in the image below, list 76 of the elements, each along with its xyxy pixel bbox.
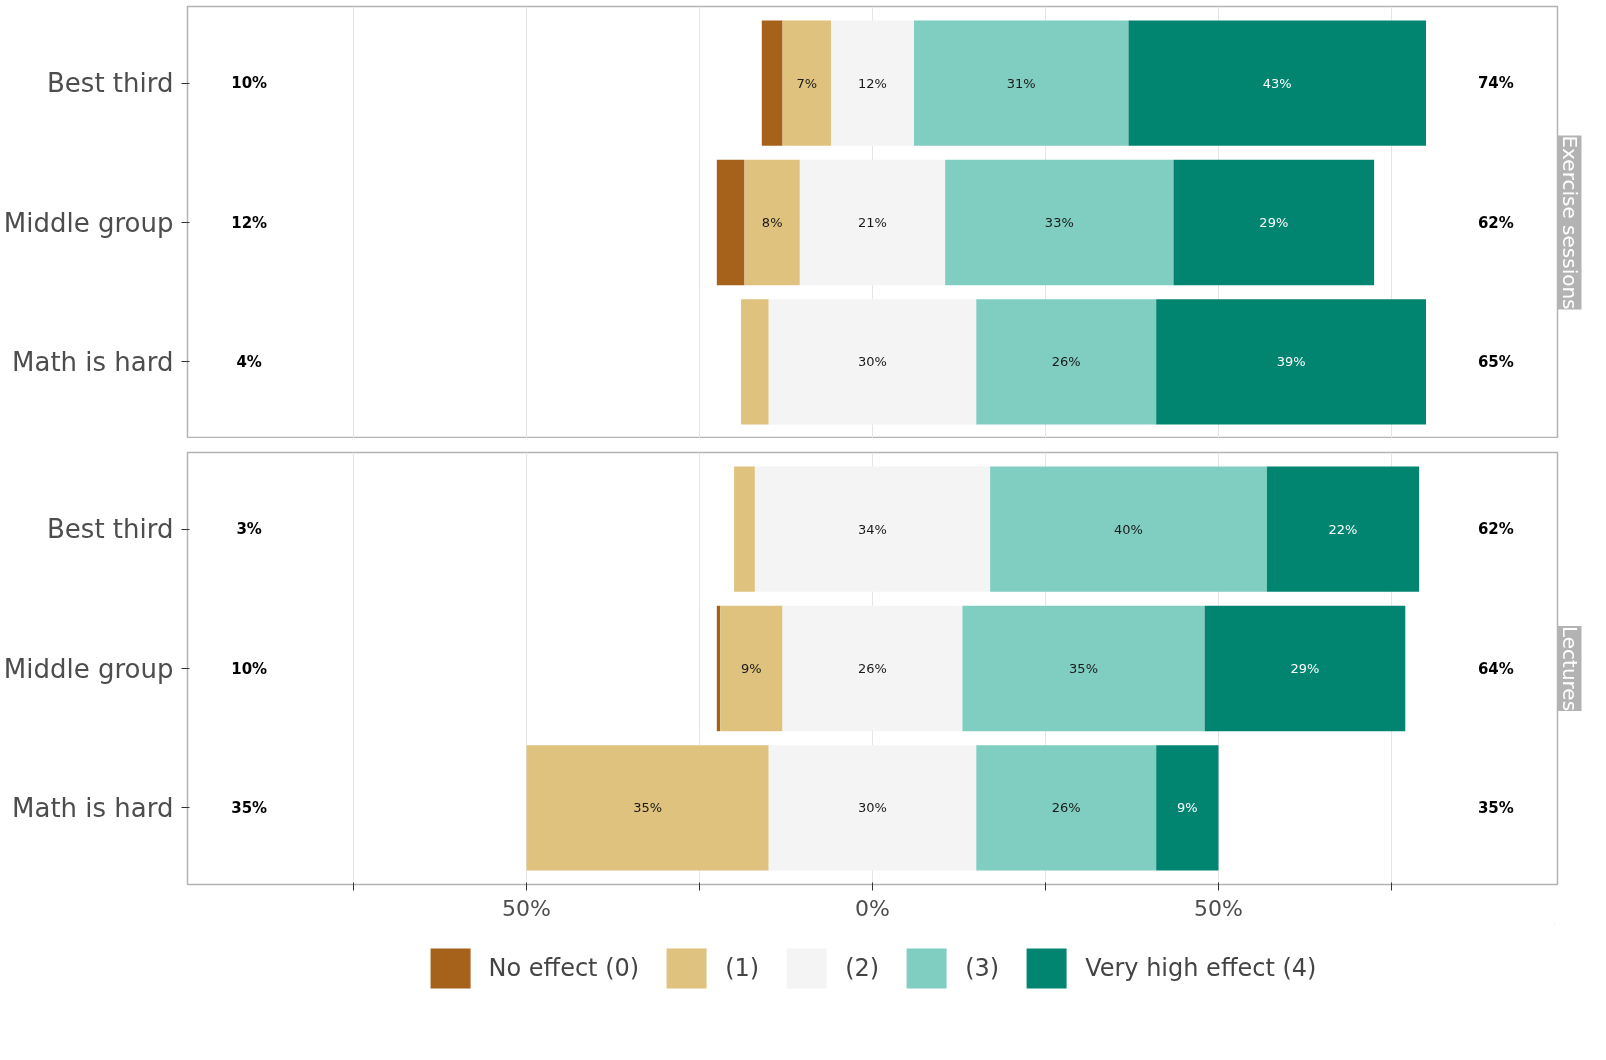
bar bbox=[744, 159, 800, 286]
text: Lectures bbox=[1557, 625, 1582, 712]
annotation: 35% bbox=[231, 798, 268, 817]
data-label: 39% bbox=[1276, 354, 1306, 370]
legend-label: Very high effect (4) bbox=[1085, 954, 1317, 982]
data-label: 34% bbox=[858, 521, 887, 537]
data-label: 29% bbox=[1259, 215, 1289, 230]
data-label: 43% bbox=[1262, 75, 1292, 91]
text: Exercise sessions bbox=[1557, 135, 1582, 310]
bar bbox=[1156, 745, 1219, 871]
bar bbox=[990, 466, 1267, 592]
bar bbox=[799, 159, 946, 286]
bar bbox=[1173, 159, 1375, 286]
annotation: 65% bbox=[1477, 352, 1514, 371]
x-tick-label: 50% bbox=[502, 895, 551, 921]
bar bbox=[1128, 20, 1427, 146]
data-label: 8% bbox=[761, 215, 783, 230]
bar bbox=[976, 299, 1157, 425]
y-tick-label: Middle group bbox=[3, 653, 174, 684]
bar bbox=[1156, 299, 1427, 425]
x-tick-label: 0% bbox=[855, 895, 890, 921]
data-label: 30% bbox=[858, 354, 887, 370]
data-label: 26% bbox=[1051, 800, 1081, 816]
annotation: 74% bbox=[1477, 74, 1514, 93]
legend-label: (2) bbox=[845, 954, 880, 982]
bar bbox=[976, 745, 1157, 871]
data-label: 29% bbox=[1290, 661, 1320, 676]
annotation: 3% bbox=[236, 520, 262, 539]
data-label: 33% bbox=[1044, 215, 1074, 230]
y-tick-label: Middle group bbox=[3, 207, 174, 238]
bar bbox=[734, 466, 755, 592]
y-tick-label: Best third bbox=[47, 514, 174, 545]
annotation: 12% bbox=[231, 213, 268, 232]
bar bbox=[768, 745, 977, 871]
data-label: 7% bbox=[796, 75, 818, 91]
legend-label: (3) bbox=[965, 954, 1000, 982]
annotation: 10% bbox=[231, 74, 268, 93]
bar bbox=[741, 299, 769, 425]
bar bbox=[526, 745, 769, 871]
bar bbox=[782, 605, 963, 732]
annotation: 62% bbox=[1477, 520, 1514, 539]
data-label: 26% bbox=[1051, 354, 1081, 370]
data-label: 30% bbox=[858, 800, 887, 816]
data-label: 35% bbox=[1069, 661, 1098, 676]
bar bbox=[945, 159, 1174, 286]
annotation: 35% bbox=[1477, 798, 1514, 817]
bar bbox=[768, 299, 977, 425]
bar bbox=[754, 466, 991, 592]
data-label: 12% bbox=[858, 75, 887, 91]
bar bbox=[914, 20, 1129, 146]
y-tick-label: Math is hard bbox=[12, 346, 174, 377]
data-label: 21% bbox=[858, 215, 887, 230]
bar bbox=[1204, 605, 1406, 732]
data-label: 35% bbox=[633, 800, 663, 816]
bar bbox=[830, 20, 915, 146]
annotation: 62% bbox=[1477, 213, 1514, 232]
data-label: 26% bbox=[858, 661, 887, 676]
data-label: 9% bbox=[741, 661, 762, 676]
bar bbox=[720, 605, 783, 732]
annotation: 4% bbox=[236, 352, 262, 371]
data-label: 31% bbox=[1006, 75, 1036, 91]
x-tick-label: 50% bbox=[1194, 895, 1243, 921]
y-tick-label: Math is hard bbox=[12, 792, 174, 823]
annotation: 10% bbox=[231, 659, 268, 678]
annotation: 64% bbox=[1477, 659, 1514, 678]
y-tick-label: Best third bbox=[47, 68, 174, 99]
bar bbox=[782, 20, 831, 146]
data-label: 9% bbox=[1177, 800, 1198, 816]
bar bbox=[716, 159, 745, 286]
legend-label: No effect (0) bbox=[488, 954, 640, 982]
legend-label: (1) bbox=[725, 954, 760, 982]
bar bbox=[962, 605, 1205, 732]
bar bbox=[1266, 466, 1420, 592]
data-label: 40% bbox=[1114, 521, 1143, 537]
data-label: 22% bbox=[1328, 521, 1358, 537]
bar bbox=[761, 20, 783, 146]
